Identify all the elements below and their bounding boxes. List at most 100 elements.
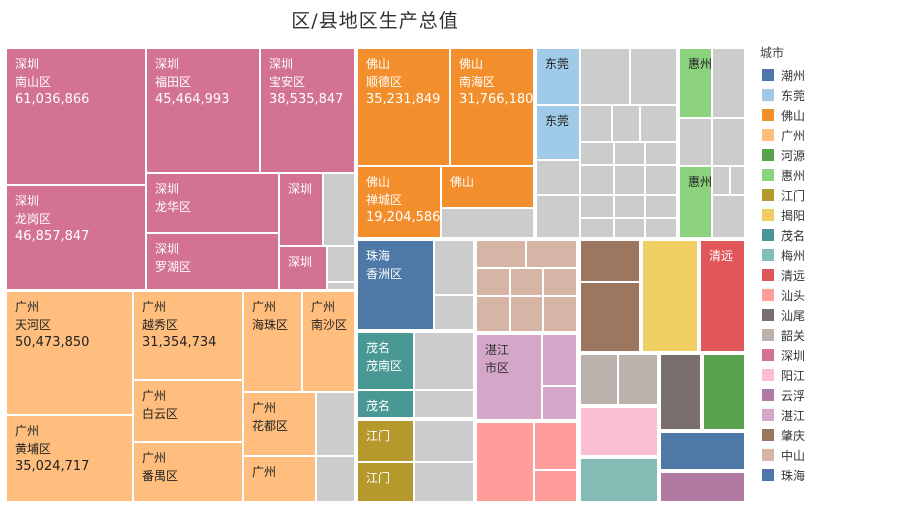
legend-label: 阳江 — [781, 367, 805, 384]
treemap-cell: 广州 越秀区 31,354,734 — [133, 291, 243, 380]
cell-city-label: 清远 — [709, 247, 733, 265]
treemap-cell — [660, 432, 745, 470]
legend-swatch — [762, 449, 774, 461]
legend-label: 中山 — [781, 447, 805, 464]
cell-city-label: 珠海 — [366, 247, 402, 265]
cell-district-label: 黄埔区 — [15, 440, 89, 458]
cell-label: 广州 花都区 — [252, 399, 288, 435]
treemap-cell — [510, 296, 543, 332]
treemap-cell — [534, 422, 577, 470]
cell-district-label: 越秀区 — [142, 316, 216, 334]
treemap-cell — [536, 195, 580, 238]
legend-swatch — [762, 309, 774, 321]
cell-city-label: 东莞 — [545, 55, 569, 73]
treemap-cell — [542, 334, 577, 386]
cell-label: 深圳 南山区 61,036,866 — [15, 55, 89, 109]
legend-swatch — [762, 349, 774, 361]
treemap-cell — [645, 142, 677, 165]
legend-item: 汕尾 — [760, 305, 805, 325]
treemap-cell: 深圳 南山区 61,036,866 — [6, 48, 146, 185]
treemap-cell: 惠州 — [679, 48, 712, 118]
cell-city-label: 深圳 — [155, 55, 229, 73]
treemap-cell: 清远 — [700, 240, 745, 352]
treemap-cell — [660, 472, 745, 502]
cell-city-label: 广州 — [142, 449, 178, 467]
cell-label: 珠海 香洲区 — [366, 247, 402, 283]
treemap-cell: 茂名 — [357, 390, 414, 418]
legend-item: 梅州 — [760, 245, 805, 265]
cell-city-label: 佛山 — [366, 55, 440, 73]
legend-label: 梅州 — [781, 247, 805, 264]
legend-item: 肇庆 — [760, 425, 805, 445]
cell-city-label: 深圳 — [269, 55, 343, 73]
legend-item: 深圳 — [760, 345, 805, 365]
legend-label: 深圳 — [781, 347, 805, 364]
treemap-cell: 广州 海珠区 — [243, 291, 302, 392]
treemap-cell — [476, 240, 526, 268]
legend-swatch — [762, 469, 774, 481]
treemap-cell — [327, 282, 355, 290]
treemap-cell — [476, 422, 534, 502]
legend-item: 广州 — [760, 125, 805, 145]
cell-city-label: 湛江 — [485, 341, 509, 359]
treemap-cell — [580, 407, 658, 456]
legend-title: 城市 — [760, 44, 805, 61]
cell-label: 广州 黄埔区 35,024,717 — [15, 422, 89, 476]
cell-label: 惠州 — [688, 55, 712, 73]
treemap-cell — [614, 218, 645, 238]
legend-label: 广州 — [781, 127, 805, 144]
cell-label: 深圳 — [288, 253, 312, 271]
cell-label: 茂名 茂南区 — [366, 339, 402, 375]
treemap-cell: 广州 黄埔区 35,024,717 — [6, 415, 133, 502]
cell-district-label: 花都区 — [252, 417, 288, 435]
treemap-cell: 广州 白云区 — [133, 380, 243, 442]
legend-label: 河源 — [781, 147, 805, 164]
treemap-cell — [434, 295, 474, 330]
treemap-cell: 东莞 — [536, 105, 580, 160]
cell-label: 深圳 龙岗区 46,857,847 — [15, 192, 89, 246]
cell-value-label: 46,857,847 — [15, 228, 89, 246]
cell-value-label: 19,204,586 — [366, 209, 440, 227]
legend-swatch — [762, 289, 774, 301]
cell-value-label: 45,464,993 — [155, 91, 229, 109]
cell-city-label: 深圳 — [155, 180, 191, 198]
treemap-cell: 湛江 市区 — [476, 334, 542, 420]
treemap-cell — [327, 246, 355, 282]
cell-label: 佛山 南海区 31,766,180 — [459, 55, 533, 109]
treemap-cell: 惠州 — [679, 166, 712, 238]
treemap-cell — [645, 195, 677, 218]
treemap-cell: 广州 番禺区 — [133, 442, 243, 502]
treemap-cell — [580, 195, 614, 218]
legend-label: 汕头 — [781, 287, 805, 304]
legend-item: 江门 — [760, 185, 805, 205]
cell-value-label: 35,231,849 — [366, 91, 440, 109]
cell-district-label: 海珠区 — [252, 316, 288, 334]
legend-item: 潮州 — [760, 65, 805, 85]
treemap-cell: 广州 天河区 50,473,850 — [6, 291, 133, 415]
legend-item: 汕头 — [760, 285, 805, 305]
cell-label: 广州 天河区 50,473,850 — [15, 298, 89, 352]
cell-district-label: 龙华区 — [155, 198, 191, 216]
treemap-cell — [542, 386, 577, 420]
cell-city-label: 深圳 — [288, 253, 312, 271]
treemap-cell — [614, 195, 645, 218]
cell-value-label: 50,473,850 — [15, 334, 89, 352]
cell-label: 广州 海珠区 — [252, 298, 288, 334]
cell-value-label: 31,766,180 — [459, 91, 533, 109]
cell-city-label: 佛山 — [450, 173, 474, 191]
legend-swatch — [762, 429, 774, 441]
legend: 城市 潮州 东莞 佛山 广州 河源 惠州 江门 揭阳 茂名 梅州 清远 汕头 汕尾 韶关 深圳 阳江 云浮 湛江肇… — [760, 44, 805, 485]
legend-swatch — [762, 249, 774, 261]
treemap-cell — [580, 240, 640, 282]
legend-label: 江门 — [781, 187, 805, 204]
treemap-cell — [612, 105, 640, 142]
legend-item: 珠海 — [760, 465, 805, 485]
treemap-cell — [640, 105, 677, 142]
cell-city-label: 广州 — [142, 298, 216, 316]
treemap-cell: 广州 花都区 — [243, 392, 316, 456]
treemap-cell: 深圳 龙华区 — [146, 173, 279, 233]
treemap-cell — [712, 118, 745, 166]
cell-district-label: 罗湖区 — [155, 258, 191, 276]
legend-swatch — [762, 189, 774, 201]
cell-city-label: 茂名 — [366, 339, 402, 357]
